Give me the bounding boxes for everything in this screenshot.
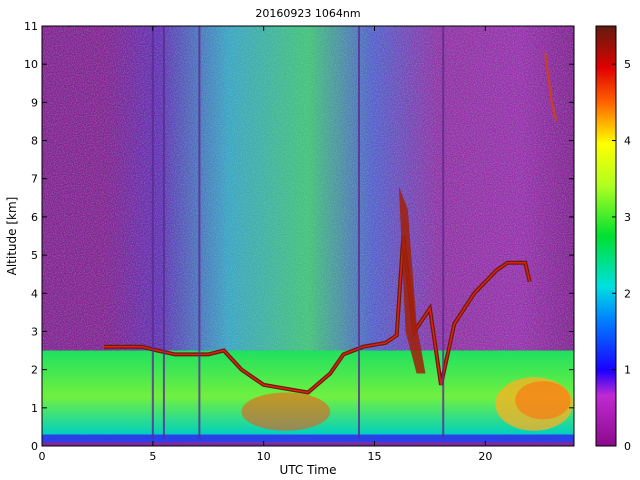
x-tick-label: 20 — [478, 450, 492, 463]
y-tick-label: 5 — [31, 249, 38, 262]
y-axis-label: Altitude [km] — [5, 197, 19, 276]
colorbar-gradient — [595, 25, 617, 447]
colorbar-tick-label: 1 — [624, 364, 631, 377]
vertical-streak — [198, 26, 201, 439]
chart-title: 20160923 1064nm — [255, 7, 360, 20]
y-tick-label: 7 — [31, 173, 38, 186]
vertical-streak — [357, 26, 360, 439]
heatmap-features — [42, 26, 574, 446]
colorbar-ticks: 0 1 2 3 4 5 — [612, 58, 631, 453]
x-tick-label: 5 — [149, 450, 156, 463]
cloud-plume — [398, 186, 426, 374]
surface-band — [42, 434, 574, 443]
plot-frame — [41, 25, 575, 447]
y-tick-label: 6 — [31, 211, 38, 224]
y-tick-label: 3 — [31, 325, 38, 338]
y-tick-label: 0 — [31, 440, 38, 453]
x-tick-label: 15 — [368, 450, 382, 463]
layer-top-highlight — [104, 235, 531, 394]
colorbar-tick-label: 5 — [624, 58, 631, 71]
x-tick-label: 0 — [39, 450, 46, 463]
y-axis-ticks: 0 1 2 3 4 5 6 7 8 9 10 11 — [24, 20, 574, 453]
colorbar-tick-label: 2 — [624, 287, 631, 300]
ground-band — [42, 442, 574, 446]
colorbar-tick-label: 3 — [624, 211, 631, 224]
y-tick-label: 4 — [31, 287, 38, 300]
y-tick-label: 8 — [31, 135, 38, 148]
x-axis-label: UTC Time — [280, 463, 337, 477]
high-cloud-streak — [544, 52, 558, 122]
y-tick-label: 2 — [31, 364, 38, 377]
y-tick-label: 10 — [24, 58, 38, 71]
y-tick-label: 11 — [24, 20, 38, 33]
colorbar-tick-label: 4 — [624, 135, 631, 148]
x-tick-label: 10 — [257, 450, 271, 463]
vertical-streak — [442, 26, 445, 439]
vertical-streak — [162, 26, 165, 439]
y-tick-label: 9 — [31, 96, 38, 109]
colorbar: 0 1 2 3 4 5 — [595, 25, 631, 453]
colorbar-tick-label: 0 — [624, 440, 631, 453]
x-axis-ticks: 0 5 10 15 20 — [39, 26, 492, 463]
aerosol-core-right — [515, 381, 571, 420]
plot-area — [41, 25, 575, 447]
y-tick-label: 1 — [31, 402, 38, 415]
vertical-streak — [151, 26, 154, 439]
aerosol-region-middle — [241, 392, 331, 431]
